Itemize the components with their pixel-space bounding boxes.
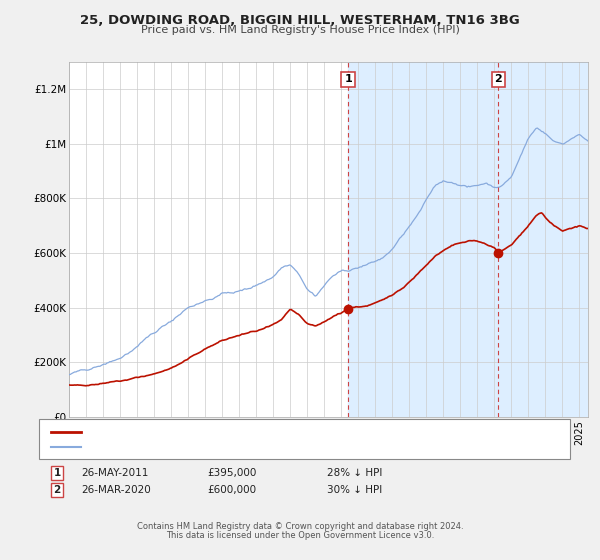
- Text: 2: 2: [494, 74, 502, 85]
- Text: 1: 1: [53, 468, 61, 478]
- Text: Contains HM Land Registry data © Crown copyright and database right 2024.: Contains HM Land Registry data © Crown c…: [137, 522, 463, 531]
- Text: 26-MAR-2020: 26-MAR-2020: [81, 485, 151, 495]
- Text: 1: 1: [344, 74, 352, 85]
- Text: 2: 2: [53, 485, 61, 495]
- Text: £600,000: £600,000: [207, 485, 256, 495]
- Bar: [348, 62, 588, 417]
- Text: 28% ↓ HPI: 28% ↓ HPI: [327, 468, 382, 478]
- Text: 26-MAY-2011: 26-MAY-2011: [81, 468, 148, 478]
- Text: HPI: Average price, detached house, Bromley: HPI: Average price, detached house, Brom…: [87, 442, 308, 452]
- Text: This data is licensed under the Open Government Licence v3.0.: This data is licensed under the Open Gov…: [166, 531, 434, 540]
- Text: 25, DOWDING ROAD, BIGGIN HILL,  WESTERHAM, TN16 3BG (detached house): 25, DOWDING ROAD, BIGGIN HILL, WESTERHAM…: [87, 427, 470, 437]
- Text: Price paid vs. HM Land Registry's House Price Index (HPI): Price paid vs. HM Land Registry's House …: [140, 25, 460, 35]
- Text: 30% ↓ HPI: 30% ↓ HPI: [327, 485, 382, 495]
- Text: £395,000: £395,000: [207, 468, 256, 478]
- Text: 25, DOWDING ROAD, BIGGIN HILL, WESTERHAM, TN16 3BG: 25, DOWDING ROAD, BIGGIN HILL, WESTERHAM…: [80, 14, 520, 27]
